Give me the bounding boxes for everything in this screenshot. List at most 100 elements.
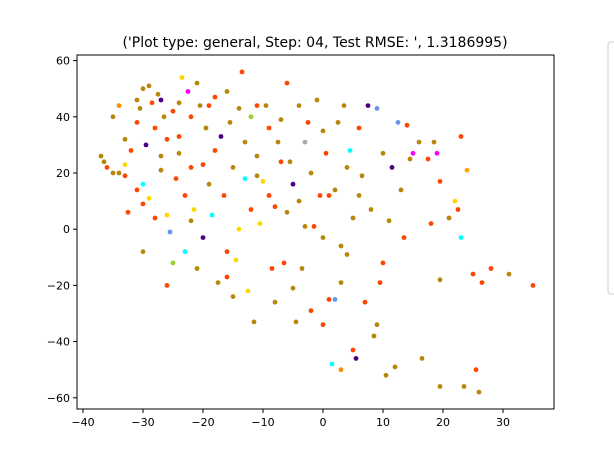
y-tick-label: 60	[56, 55, 70, 68]
data-point-129	[401, 235, 407, 241]
data-point-152	[479, 280, 485, 285]
data-point-162	[278, 159, 284, 165]
data-point-111	[350, 215, 356, 221]
data-point-142	[446, 215, 452, 221]
data-point-62	[236, 226, 242, 232]
data-point-108	[344, 252, 350, 257]
x-tick-label: 0	[320, 416, 327, 429]
data-point-66	[248, 114, 254, 120]
data-point-95	[317, 193, 323, 198]
data-point-65	[245, 288, 251, 294]
data-point-29	[167, 229, 173, 235]
x-tick-label: 30	[496, 416, 510, 429]
data-point-161	[266, 193, 272, 198]
x-tick-label: −30	[131, 416, 154, 429]
data-point-137	[431, 139, 437, 145]
data-point-35	[179, 75, 185, 80]
data-point-94	[314, 97, 320, 103]
data-point-16	[140, 181, 146, 187]
data-point-89	[302, 139, 308, 145]
data-point-103	[335, 120, 341, 125]
x-tick-label: 20	[436, 416, 450, 429]
data-point-5	[116, 170, 122, 176]
data-point-22	[152, 215, 158, 221]
data-point-157	[158, 153, 164, 159]
data-point-140	[437, 179, 443, 184]
data-point-74	[266, 125, 272, 131]
y-tick-label: 0	[63, 223, 70, 236]
data-point-150	[473, 367, 479, 373]
data-point-175	[320, 128, 326, 134]
data-point-151	[476, 389, 482, 395]
data-point-52	[215, 280, 221, 285]
data-point-76	[272, 204, 278, 210]
data-point-120	[377, 280, 383, 285]
data-point-25	[158, 167, 164, 173]
data-point-79	[281, 260, 287, 266]
data-point-72	[260, 179, 266, 184]
data-point-106	[341, 103, 347, 108]
data-point-68	[251, 319, 257, 325]
data-point-133	[416, 139, 422, 145]
data-point-64	[242, 176, 248, 182]
data-point-24	[158, 97, 164, 103]
data-point-116	[365, 103, 371, 108]
data-point-55	[224, 89, 230, 94]
data-point-153	[488, 266, 494, 271]
data-point-1	[104, 165, 110, 170]
data-point-117	[368, 207, 374, 212]
data-point-3	[110, 114, 116, 120]
legend-box	[607, 41, 614, 295]
data-point-160	[242, 139, 248, 145]
data-point-47	[203, 125, 209, 131]
data-point-132	[410, 150, 416, 156]
data-point-0	[98, 153, 104, 159]
data-point-32	[173, 176, 179, 182]
data-point-110	[350, 347, 356, 353]
data-point-84	[290, 181, 296, 187]
data-point-26	[161, 114, 167, 120]
data-point-4	[116, 103, 122, 108]
data-point-113	[356, 125, 362, 131]
data-point-156	[122, 136, 128, 142]
data-point-96	[320, 235, 326, 241]
data-point-82	[287, 159, 293, 165]
data-point-126	[392, 364, 398, 370]
data-point-121	[380, 150, 386, 156]
data-point-38	[185, 89, 191, 94]
data-point-12	[134, 120, 140, 125]
y-tick-label: 40	[56, 111, 70, 124]
data-point-166	[338, 280, 344, 285]
data-point-11	[134, 187, 140, 193]
data-point-54	[221, 193, 227, 198]
data-point-144	[455, 207, 461, 212]
data-point-69	[254, 153, 260, 159]
data-point-123	[383, 372, 389, 378]
data-point-6	[122, 162, 128, 168]
data-point-138	[434, 150, 440, 156]
data-point-170	[272, 299, 278, 305]
data-point-130	[404, 122, 410, 128]
x-tick-label: −20	[191, 416, 214, 429]
data-point-42	[194, 80, 200, 86]
data-point-101	[332, 187, 338, 193]
data-point-115	[362, 299, 368, 305]
data-point-100	[329, 361, 335, 367]
data-point-46	[200, 235, 206, 241]
data-point-158	[188, 165, 194, 170]
data-point-73	[263, 103, 269, 108]
data-point-10	[134, 97, 140, 103]
data-point-2	[101, 159, 107, 165]
data-point-139	[437, 277, 443, 283]
data-point-91	[308, 308, 314, 314]
data-point-33	[176, 100, 182, 106]
data-point-14	[140, 86, 146, 92]
data-point-159	[206, 103, 212, 108]
data-point-154	[506, 271, 512, 277]
data-point-30	[170, 260, 176, 266]
data-point-49	[209, 212, 215, 218]
data-point-105	[338, 367, 344, 373]
data-point-97	[320, 322, 326, 328]
data-point-70	[254, 103, 260, 108]
